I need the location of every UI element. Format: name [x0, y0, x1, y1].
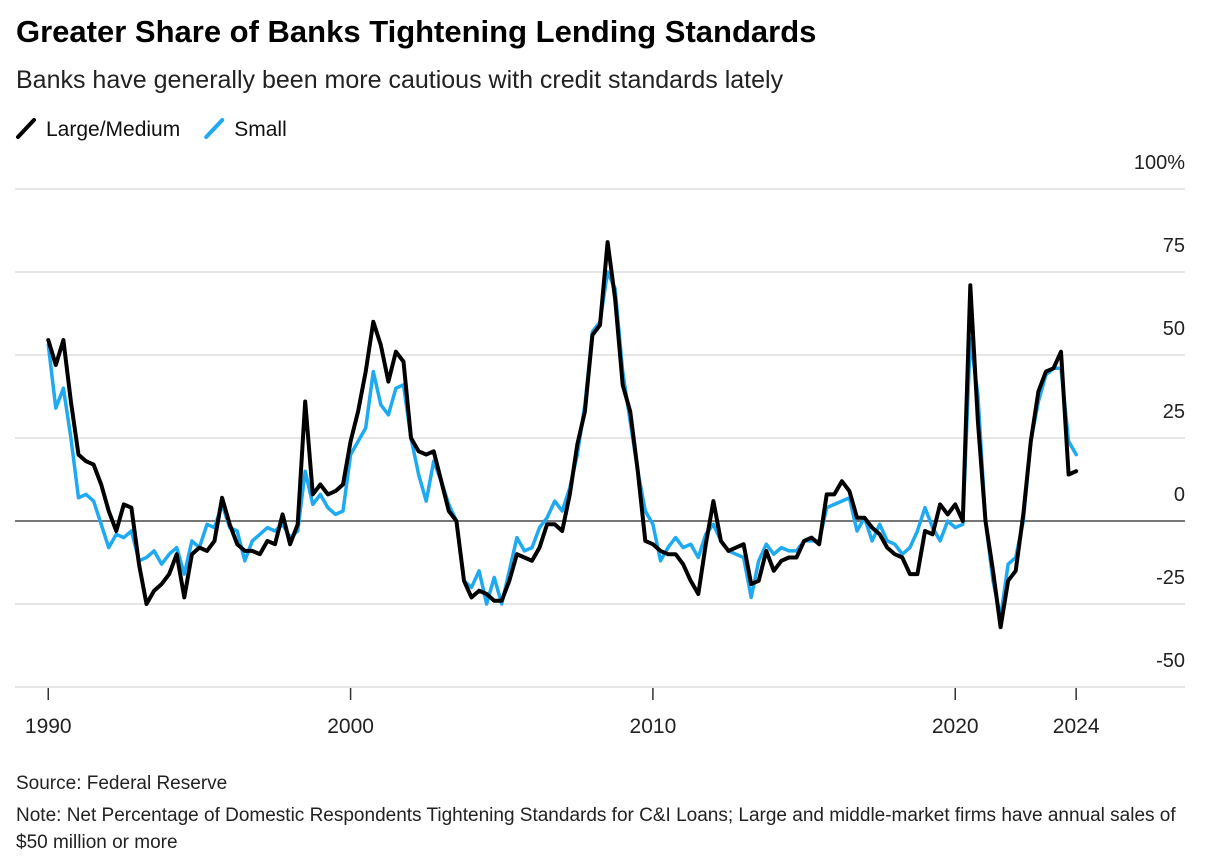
legend: Large/Medium Small: [16, 118, 287, 141]
grid: -50 -25 0 25 50 75 100% 1990 2000 2010 2020 2024: [15, 152, 1185, 738]
x-tick-label: 2010: [630, 715, 677, 738]
note: Note: Net Percentage of Domestic Respond…: [16, 805, 1176, 853]
y-tick-label: 0: [1174, 484, 1185, 506]
x-tick-label: 2020: [932, 715, 979, 738]
y-tick-label: 25: [1163, 401, 1185, 423]
y-tick-label: 50: [1163, 318, 1185, 340]
source: Source: Federal Reserve: [16, 773, 228, 794]
legend-swatch: [16, 118, 36, 139]
legend-swatch: [204, 118, 225, 139]
y-tick-label: 100%: [1134, 152, 1185, 174]
series-line: [46, 240, 1079, 630]
legend-label: Small: [234, 118, 287, 141]
x-tick-label: 1990: [25, 715, 72, 738]
chart-title: Greater Share of Banks Tightening Lendin…: [16, 14, 816, 49]
chart: Greater Share of Banks Tightening Lendin…: [15, 14, 1185, 738]
x-tick-label: 2024: [1053, 715, 1100, 738]
plot-lines: [46, 240, 1079, 630]
legend-label: Large/Medium: [46, 118, 180, 141]
y-tick-label: -50: [1156, 650, 1185, 672]
y-tick-label: 75: [1163, 235, 1185, 257]
y-tick-label: -25: [1156, 567, 1185, 589]
x-tick-label: 2000: [327, 715, 374, 738]
chart-subtitle: Banks have generally been more cautious …: [16, 66, 784, 94]
series-line: [46, 270, 1078, 620]
